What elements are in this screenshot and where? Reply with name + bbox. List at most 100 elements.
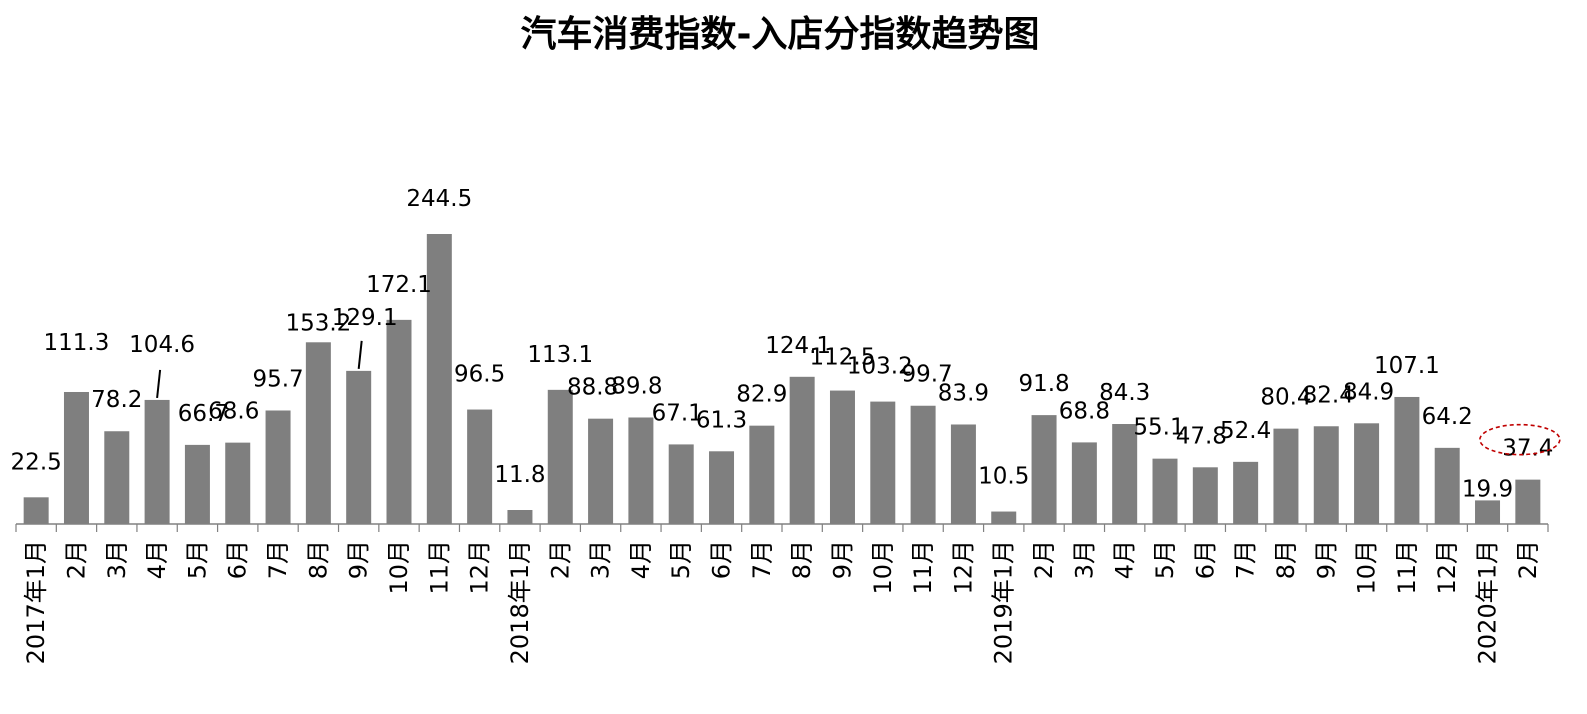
x-tick-label: 8月 [1272,540,1300,579]
x-tick-label: 2月 [546,540,574,579]
value-labels: 22.5 111.3 78.2 104.6 66.768.6 95.7 153.2129.1… [11,186,1554,502]
value-label: 84.9 [1343,379,1394,405]
bar [1434,447,1460,524]
bar [63,391,89,524]
value-label: 113.1 [527,342,593,368]
bar [1354,423,1380,524]
bar [1475,500,1501,524]
bar [507,510,533,524]
value-label: 103.2 [847,354,913,380]
bar [1192,467,1218,524]
value-label: 244.5 [406,186,472,212]
value-label: 107.1 [1374,353,1440,379]
bar [991,511,1017,524]
x-tick-label: 11月 [909,540,937,595]
x-tick-label: 7月 [1232,540,1260,579]
value-label: 153.2 [285,310,351,336]
x-tick-label: 10月 [869,540,897,595]
x-tick-label: 2017年1月 [22,540,50,664]
x-tick-label: 2月 [62,540,90,579]
x-tick-label: 9月 [345,540,373,579]
value-label: 96.5 [454,362,505,388]
x-tick-label: 8月 [304,540,332,579]
bar [668,444,694,524]
bar [426,234,452,524]
bar [1071,442,1097,524]
bar [1273,428,1299,524]
value-label: 67.1 [652,400,703,426]
value-label: 68.8 [1059,398,1110,424]
value-label: 95.7 [252,366,303,392]
value-label: 82.4 [1303,382,1354,408]
bar [23,497,49,524]
bar-series [23,234,1541,524]
x-tick-label: 5月 [667,540,695,579]
value-label: 80.4 [1260,385,1311,411]
bar [547,389,573,524]
bar [265,410,291,524]
x-tick-label: 7月 [748,540,776,579]
bar [184,444,210,524]
x-tick-label: 6月 [1191,540,1219,579]
value-label: 89.8 [611,373,662,399]
value-label: 83.9 [938,380,989,406]
x-tick-label: 7月 [264,540,292,579]
x-tick-label: 11月 [1393,540,1421,595]
x-tick-label: 8月 [788,540,816,579]
x-tick-label: 12月 [949,540,977,595]
leader-line [156,369,162,399]
bar [346,370,372,524]
bar [1515,479,1541,524]
bar [225,442,251,524]
value-label: 91.8 [1018,371,1069,397]
value-label: 78.2 [91,387,142,413]
x-tick-label: 2020年1月 [1474,540,1502,664]
bar [144,399,170,524]
x-tick-label: 5月 [1151,540,1179,579]
bar [709,451,735,524]
x-tick-label: 4月 [143,540,171,579]
x-tick-label: 5月 [183,540,211,579]
value-label: 10.5 [978,464,1029,490]
x-tick-label: 6月 [708,540,736,579]
x-tick-label: 2月 [1030,540,1058,579]
value-label: 22.5 [11,449,62,475]
x-tick-label: 12月 [1433,540,1461,595]
value-label: 88.8 [567,375,618,401]
value-label: 55.1 [1133,415,1184,441]
value-label: 129.1 [332,305,398,331]
x-tick-label: 4月 [627,540,655,579]
x-axis-ticks [15,524,1549,532]
bar [1313,426,1339,524]
x-tick-label: 6月 [224,540,252,579]
bar [467,409,493,524]
bar [104,431,130,524]
bar [628,417,654,524]
bar [1152,458,1178,524]
value-label: 68.6 [208,399,259,425]
value-label: 82.9 [736,382,787,408]
x-tick-label: 12月 [466,540,494,595]
bar [789,376,815,524]
x-tick-label: 2019年1月 [990,540,1018,664]
value-label: 104.6 [129,332,195,358]
value-label: 52.4 [1220,418,1271,444]
value-label: 124.1 [765,333,831,359]
value-label: 47.8 [1176,423,1227,449]
bar [1031,415,1057,524]
x-axis-tick-labels: 2017年1月 2月 3月 4月 5月 6月 7月 8月 9月 10月 11月 12月 2018年1月 2… [22,540,1542,664]
bar [1112,424,1138,524]
value-label: 19.9 [1462,476,1513,502]
bar [386,319,412,524]
x-tick-label: 11月 [425,540,453,595]
bar [588,418,614,524]
x-tick-label: 3月 [587,540,615,579]
bar [749,425,775,524]
value-label: 61.3 [696,407,747,433]
bar [1233,461,1259,524]
value-label: 37.4 [1502,436,1553,462]
value-label: 111.3 [44,330,110,356]
highlight-group [1479,423,1561,456]
x-tick-label: 2018年1月 [506,540,534,664]
x-tick-label: 2月 [1514,540,1542,579]
